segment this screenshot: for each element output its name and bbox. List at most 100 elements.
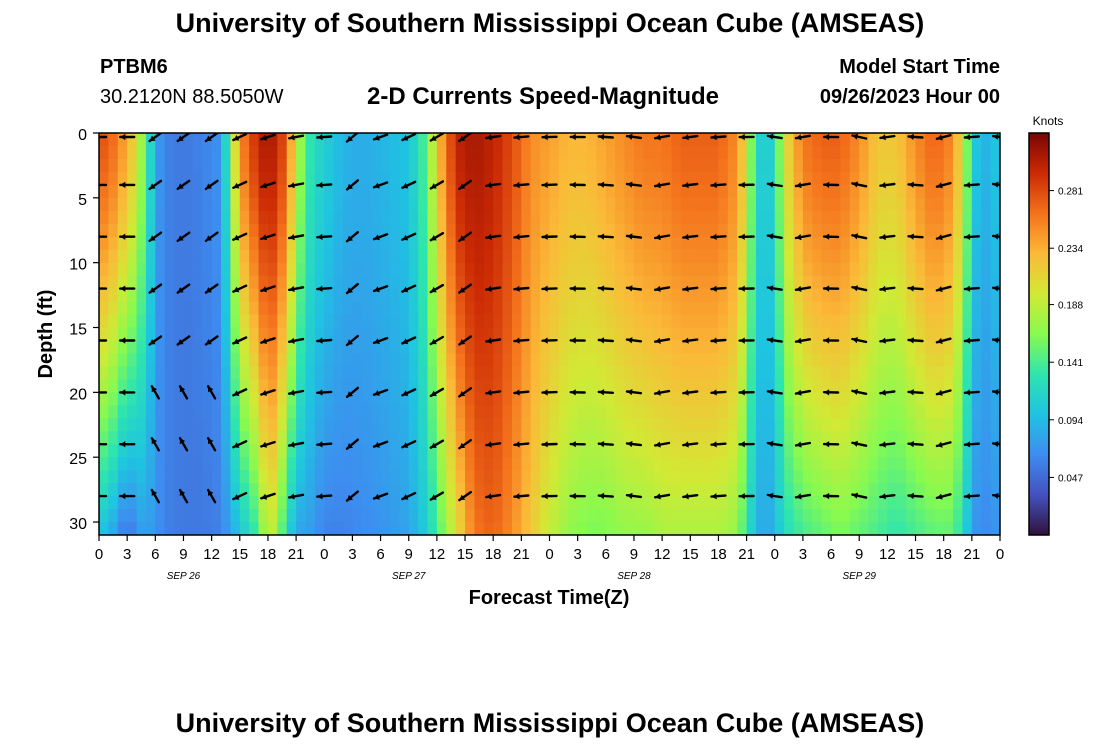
heatmap-cell [605, 184, 616, 199]
current-arrow [372, 440, 389, 448]
heatmap-cell [389, 197, 400, 212]
heatmap-cell [709, 379, 720, 393]
heatmap-cell [333, 288, 344, 303]
heatmap-cell [990, 249, 1000, 264]
heatmap-cell [145, 145, 156, 160]
heatmap-cell [352, 184, 363, 199]
current-arrow [710, 493, 727, 500]
heatmap-cell [511, 496, 522, 510]
heatmap-cell [267, 366, 278, 380]
heatmap-cell [755, 470, 766, 484]
heatmap-cell [971, 314, 982, 329]
heatmap-cell [521, 327, 532, 342]
heatmap-cell [596, 145, 607, 160]
heatmap-cell [821, 496, 832, 510]
heatmap-cell [117, 133, 128, 147]
heatmap-cell [784, 249, 795, 264]
heatmap-cell [812, 288, 823, 303]
current-arrow [178, 437, 189, 452]
heatmap-cell [436, 405, 447, 419]
heatmap-cell [418, 366, 429, 380]
heatmap-cell [953, 327, 964, 342]
heatmap-cell [192, 340, 203, 355]
heatmap-cell [211, 275, 222, 290]
heatmap-cell [427, 158, 438, 173]
heatmap-cell [324, 496, 335, 510]
heatmap-cell [258, 392, 269, 406]
heatmap-cell [446, 262, 457, 277]
heatmap-cell [953, 288, 964, 303]
heatmap-cell [314, 197, 325, 212]
heatmap-cell [981, 522, 992, 535]
heatmap-cell [859, 483, 870, 497]
current-arrow [794, 134, 811, 141]
heatmap-cell [971, 236, 982, 251]
heatmap-cell [352, 340, 363, 355]
heatmap-cell [896, 470, 907, 484]
heatmap-cell [361, 314, 372, 329]
heatmap-cell [239, 197, 250, 212]
heatmap-cell [971, 470, 982, 484]
heatmap-cell [558, 444, 569, 458]
heatmap-cell [662, 431, 673, 445]
heatmap-cell [690, 353, 701, 368]
heatmap-cell [211, 133, 222, 147]
heatmap-cell [267, 431, 278, 445]
heatmap-cell [718, 366, 729, 380]
heatmap-cell [455, 483, 466, 497]
heatmap-cell [924, 340, 935, 355]
heatmap-cell [821, 288, 832, 303]
heatmap-cell [408, 366, 419, 380]
heatmap-cell [718, 133, 729, 147]
heatmap-cell [934, 145, 945, 160]
heatmap-cell [474, 405, 485, 419]
heatmap-cell [680, 470, 691, 484]
heatmap-cell [230, 288, 241, 303]
heatmap-cell [174, 249, 185, 264]
heatmap-cell [643, 133, 654, 147]
heatmap-cell [164, 184, 175, 199]
heatmap-cell [765, 496, 776, 510]
current-arrow [822, 285, 840, 292]
heatmap-cell [718, 405, 729, 419]
heatmap-cell [230, 418, 241, 432]
heatmap-cell [568, 353, 579, 368]
heatmap-cell [483, 158, 494, 173]
heatmap-cell [549, 405, 560, 419]
heatmap-cell [155, 392, 166, 406]
heatmap-cell [624, 133, 635, 147]
heatmap-cell [493, 470, 504, 484]
heatmap-cell [812, 509, 823, 523]
heatmap-cell [530, 314, 541, 329]
heatmap-cell [202, 184, 213, 199]
current-arrow [569, 181, 586, 188]
heatmap-cell [305, 444, 316, 458]
heatmap-cell [117, 340, 128, 355]
heatmap-cell [493, 353, 504, 368]
heatmap-cell [718, 418, 729, 432]
heatmap-cell [849, 184, 860, 199]
heatmap-cell [812, 301, 823, 316]
heatmap-cell [155, 158, 166, 173]
heatmap-cell [953, 197, 964, 212]
heatmap-cell [521, 496, 532, 510]
heatmap-cell [352, 133, 363, 147]
heatmap-cell [361, 457, 372, 471]
heatmap-cell [192, 366, 203, 380]
heatmap-cell [352, 379, 363, 393]
heatmap-cell [277, 184, 288, 199]
heatmap-cell [324, 184, 335, 199]
heatmap-cell [671, 431, 682, 445]
current-arrow [710, 337, 727, 344]
heatmap-cell [643, 158, 654, 173]
heatmap-cell [605, 197, 616, 212]
heatmap-cell [540, 145, 551, 160]
heatmap-cell [981, 236, 992, 251]
heatmap-cell [211, 431, 222, 445]
heatmap-cell [249, 223, 260, 238]
heatmap-cell [418, 509, 429, 523]
heatmap-cell [849, 353, 860, 368]
heatmap-cell [831, 405, 842, 419]
current-arrow [991, 337, 1000, 344]
heatmap-cell [155, 301, 166, 316]
